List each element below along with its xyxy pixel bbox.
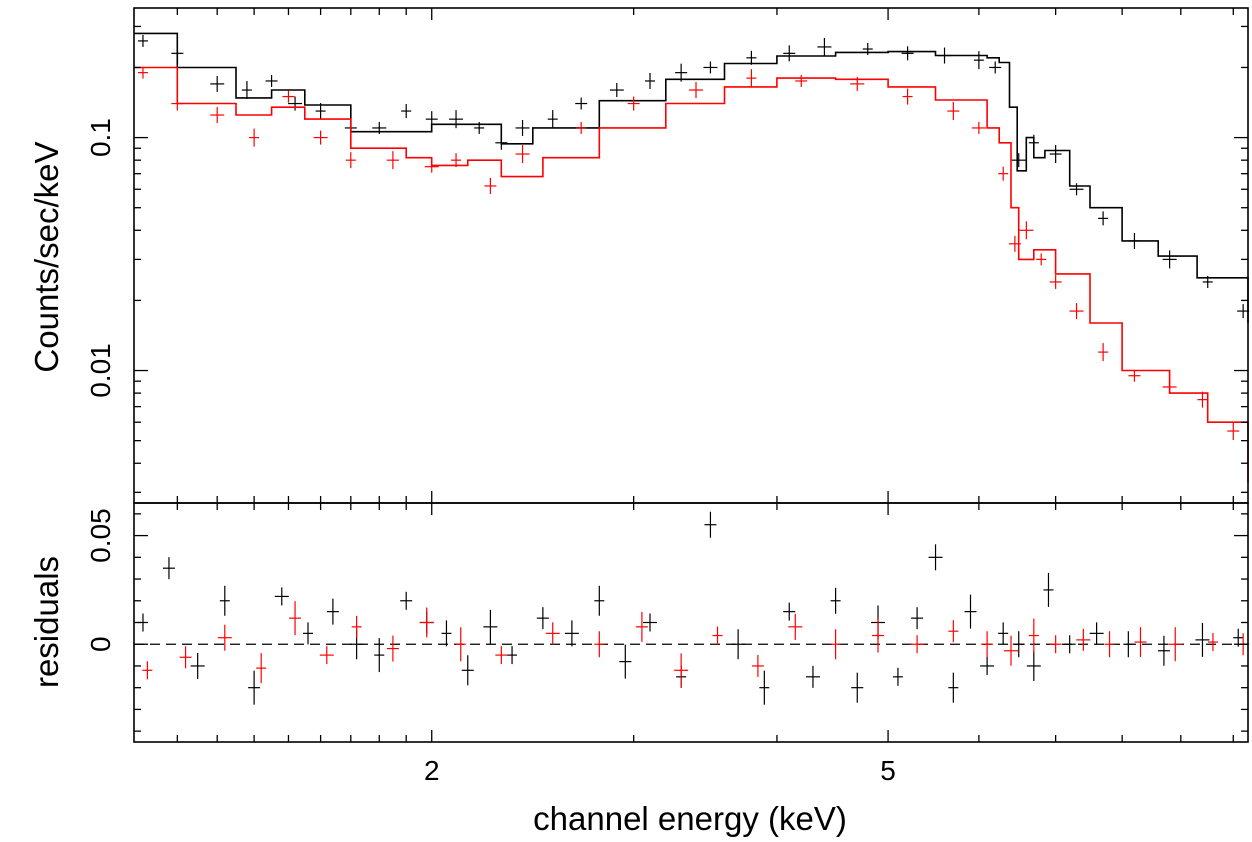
residuals-panel: 2 5 0 0.05 bbox=[85, 502, 1250, 786]
y-axis-title-residuals: residuals bbox=[28, 556, 65, 688]
y-axis-title-spectrum: Counts/sec/keV bbox=[28, 141, 65, 372]
residuals-y-tick-label: 0 bbox=[85, 636, 116, 652]
x-tick-label: 5 bbox=[880, 755, 896, 786]
spectrum-panel: 0.01 0.1 bbox=[85, 7, 1250, 504]
residuals-frame bbox=[133, 502, 1249, 743]
spectrum-y-tick-label: 0.01 bbox=[85, 343, 116, 398]
spectrum-y-tick-label: 0.1 bbox=[85, 118, 116, 157]
series-2-model-line bbox=[134, 66, 1249, 483]
spectrum-frame bbox=[133, 7, 1249, 504]
series-1-model-line bbox=[134, 32, 1249, 323]
x-tick-label: 2 bbox=[424, 755, 440, 786]
x-axis-title: channel energy (keV) bbox=[533, 800, 847, 837]
residuals-y-tick-label: 0.05 bbox=[85, 508, 116, 563]
